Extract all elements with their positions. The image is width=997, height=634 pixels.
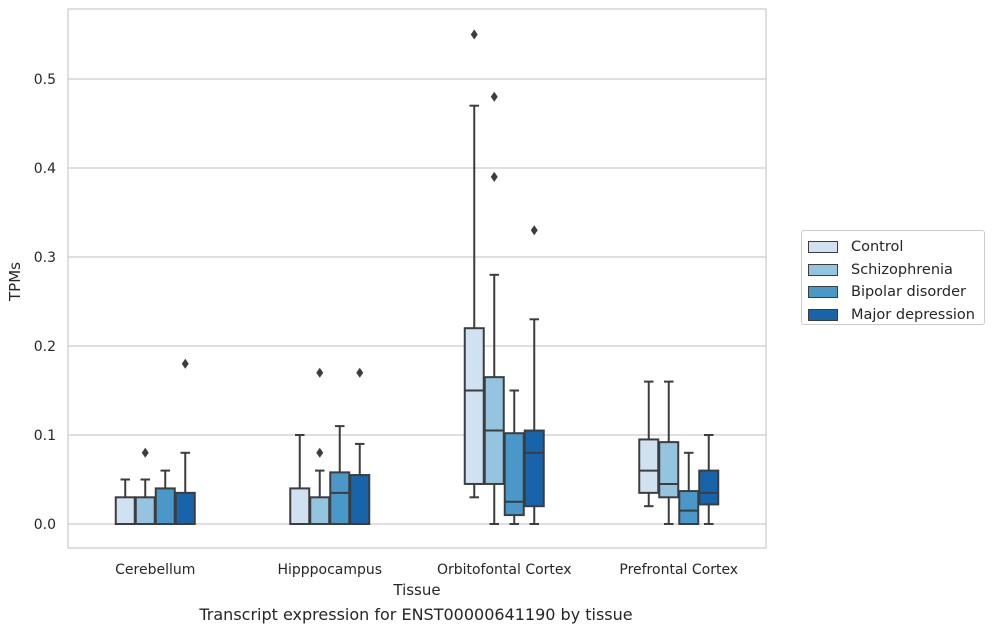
x-tick-label: Orbitofontal Cortex [437,562,572,578]
box-plot [678,451,700,526]
box-plot [134,447,156,525]
legend: Control Schizophrenia Bipolar disorder M… [801,230,985,325]
box [114,496,136,525]
box-plot [289,434,311,525]
y-axis-ticks: 0.0 0.1 0.2 0.3 0.4 0.5 [34,72,56,533]
legend-swatch-major-depression [808,308,838,321]
box-plot [658,380,680,525]
box [349,474,371,525]
box [523,429,545,508]
box [503,432,525,517]
outlier-point [490,171,498,182]
x-tick-label: Hipppocampus [277,562,382,578]
outlier-point [356,367,364,378]
gridlines [68,78,766,525]
outlier-point [316,367,324,378]
box [289,487,311,525]
x-axis-label: Tissue [392,581,440,599]
legend-swatch-bipolar-disorder [808,286,838,299]
box [463,327,485,485]
x-tick-label: Cerebellum [115,562,195,578]
y-axis-label: TPMs [6,262,24,302]
box-plot [503,389,525,525]
box [678,490,700,526]
legend-swatch-schizophrenia [808,263,838,276]
y-tick-label: 0.1 [34,428,56,444]
outlier-point [141,447,149,458]
legend-item-control: Control [802,236,984,259]
x-axis-ticks: Cerebellum Hipppocampus Orbitofontal Corte… [115,562,738,578]
plot-frame [67,8,767,549]
legend-swatch-control [808,241,838,254]
outlier-point [316,447,324,458]
y-tick-label: 0.5 [34,72,56,88]
box-plot [309,367,331,525]
y-tick-label: 0.4 [34,161,56,177]
box [154,487,176,525]
box-plot [114,478,136,525]
legend-label-schizophrenia: Schizophrenia [851,261,953,278]
box-plot [698,434,720,525]
legend-item-bipolar-disorder: Bipolar disorder [802,281,984,304]
y-tick-label: 0.3 [34,250,56,266]
box [329,471,351,526]
outlier-point [490,91,498,102]
outlier-point [181,358,189,369]
y-tick-label: 0.0 [34,517,56,533]
outlier-point [470,29,478,40]
box-plot [154,469,176,525]
box-plot [463,29,485,499]
box-plot [483,91,505,525]
outlier-point [530,225,538,236]
y-tick-label: 0.2 [34,339,56,355]
box-plot [638,380,660,508]
legend-label-major-depression: Major depression [851,306,975,323]
box [658,441,680,499]
legend-label-bipolar-disorder: Bipolar disorder [851,284,966,301]
box-plot [349,367,371,525]
box [309,496,331,525]
box-plots [114,29,720,526]
box [174,491,196,526]
box [134,496,156,525]
box [698,469,720,506]
box-plot [174,358,196,526]
box [638,438,660,494]
x-tick-label: Prefrontal Cortex [619,562,738,578]
legend-item-major-depression: Major depression [802,304,984,327]
box-plot [523,225,545,525]
box-plot [329,425,351,526]
legend-label-control: Control [851,239,904,256]
legend-item-schizophrenia: Schizophrenia [802,259,984,282]
chart-caption: Transcript expression for ENST0000064119… [199,605,633,624]
